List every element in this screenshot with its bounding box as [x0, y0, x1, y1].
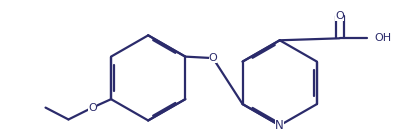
Text: O: O [335, 11, 344, 21]
Text: O: O [88, 103, 97, 113]
Text: OH: OH [375, 33, 392, 43]
Text: N: N [275, 119, 284, 132]
Text: O: O [209, 53, 217, 63]
